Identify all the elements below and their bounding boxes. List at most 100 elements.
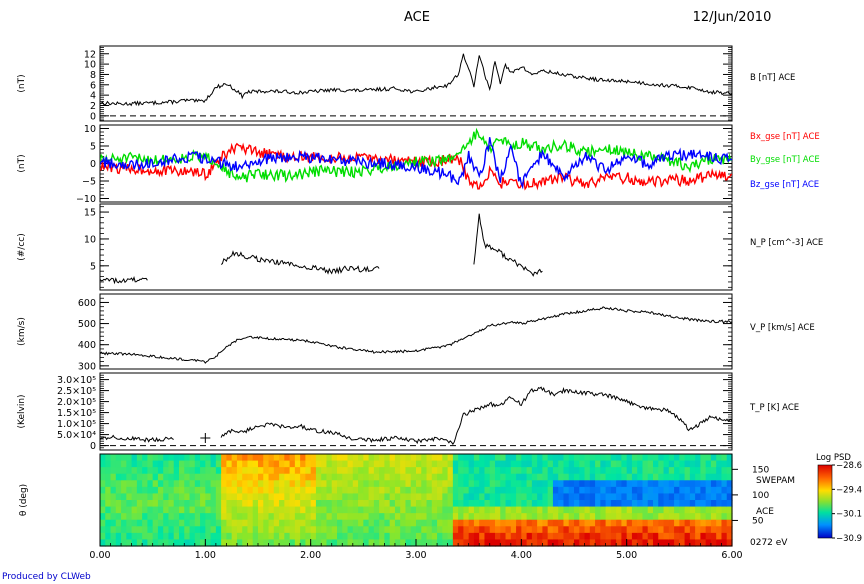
heatmap-cell (410, 539, 417, 547)
heatmap-cell (326, 486, 333, 495)
heatmap-cell (589, 473, 596, 481)
heatmap-cell (358, 506, 364, 514)
series-line (100, 434, 174, 443)
heatmap-cell (131, 539, 138, 547)
heatmap-cell (289, 486, 296, 495)
heatmap-cell (442, 519, 449, 527)
series-T_P-0 (100, 386, 732, 446)
ytick-label: 50 (752, 516, 764, 526)
heatmap-cell (321, 532, 328, 541)
heatmap-cell (658, 500, 665, 508)
heatmap-cell (637, 506, 644, 514)
heatmap-cell (252, 519, 259, 527)
heatmap-cell (653, 513, 659, 521)
ytick-label: 1.0×10⁵ (57, 419, 96, 430)
heatmap-cell (431, 486, 438, 495)
heatmap-cell (558, 486, 565, 495)
heatmap-cell (416, 539, 422, 547)
heatmap-cell (389, 493, 396, 501)
heatmap-cell (142, 486, 148, 495)
colorbar: Log PSD−28.6−29.4−30.1−30.9 (816, 453, 862, 544)
heatmap-cell (205, 454, 212, 462)
heatmap-cell (279, 526, 285, 534)
heatmap-cell (194, 526, 201, 534)
heatmap-cell (363, 480, 370, 488)
heatmap-cell (242, 480, 249, 488)
heatmap-cell (626, 500, 633, 508)
heatmap-cell (168, 532, 175, 541)
heatmap-cell (258, 460, 264, 468)
heatmap-cell (126, 493, 133, 501)
heatmap-cell (610, 486, 617, 495)
heatmap-cell (695, 454, 701, 462)
heatmap-cell (705, 480, 712, 488)
heatmap-cell (342, 467, 349, 475)
heatmap-cell (442, 513, 449, 521)
heatmap-cell (379, 486, 385, 495)
heatmap-cell (205, 506, 212, 514)
heatmap-cell (658, 539, 665, 547)
heatmap-cell (121, 539, 127, 547)
heatmap-cell (495, 486, 501, 495)
heatmap-cell (647, 486, 654, 495)
heatmap-cell (679, 532, 686, 541)
heatmap-cell (389, 539, 396, 547)
heatmap-cell (605, 519, 612, 527)
heatmap-cell (337, 526, 343, 534)
heatmap-cell (310, 467, 317, 475)
heatmap-cell (405, 467, 412, 475)
heatmap-cell (574, 460, 580, 468)
heatmap-cell (136, 460, 143, 468)
heatmap-cell (542, 500, 549, 508)
ytick-label: 0 (90, 159, 96, 170)
heatmap-cell (653, 467, 659, 475)
heatmap-cell (315, 506, 322, 514)
heatmap-cell (526, 506, 533, 514)
heatmap-cell (458, 513, 464, 521)
heatmap-cell (463, 480, 470, 488)
heatmap-cell (273, 493, 280, 501)
heatmap-cell (279, 473, 285, 481)
heatmap-cell (468, 513, 475, 521)
heatmap-cell (416, 493, 422, 501)
heatmap-cell (726, 454, 733, 462)
heatmap-cell (194, 460, 201, 468)
heatmap-cell (115, 460, 122, 468)
heatmap-cell (421, 473, 428, 481)
heatmap-cell (421, 519, 428, 527)
heatmap-cell (668, 513, 675, 521)
heatmap-cell (384, 506, 391, 514)
heatmap-cell (479, 513, 486, 521)
heatmap-cell (679, 460, 686, 468)
heatmap-cell (194, 519, 201, 527)
heatmap-cell (173, 500, 180, 508)
heatmap-cell (605, 460, 612, 468)
heatmap-cell (584, 460, 591, 468)
heatmap-cell (605, 513, 612, 521)
heatmap-cell (179, 460, 185, 468)
heatmap-cell (263, 486, 270, 495)
heatmap-cell (273, 519, 280, 527)
heatmap-cell (352, 454, 359, 462)
heatmap-cell (705, 506, 712, 514)
figure-title: ACE (404, 10, 430, 25)
heatmap-cell (221, 486, 227, 495)
heatmap-cell (710, 454, 717, 462)
heatmap-cell (542, 539, 549, 547)
heatmap-cell (163, 519, 170, 527)
heatmap-cell (231, 539, 238, 547)
heatmap-cell (584, 519, 591, 527)
heatmap-cell (121, 500, 127, 508)
heatmap-cell (179, 493, 185, 501)
heatmap-cell (273, 526, 280, 534)
heatmap-cell (394, 526, 401, 534)
heatmap-cell (331, 454, 338, 462)
heatmap-cell (558, 526, 565, 534)
heatmap-cell (668, 480, 675, 488)
heatmap-cell (205, 460, 212, 468)
heatmap-cell (716, 473, 723, 481)
heatmap-cell (173, 486, 180, 495)
heatmap-cell (142, 454, 148, 462)
heatmap-cell (442, 467, 449, 475)
heatmap-cell (484, 526, 491, 534)
